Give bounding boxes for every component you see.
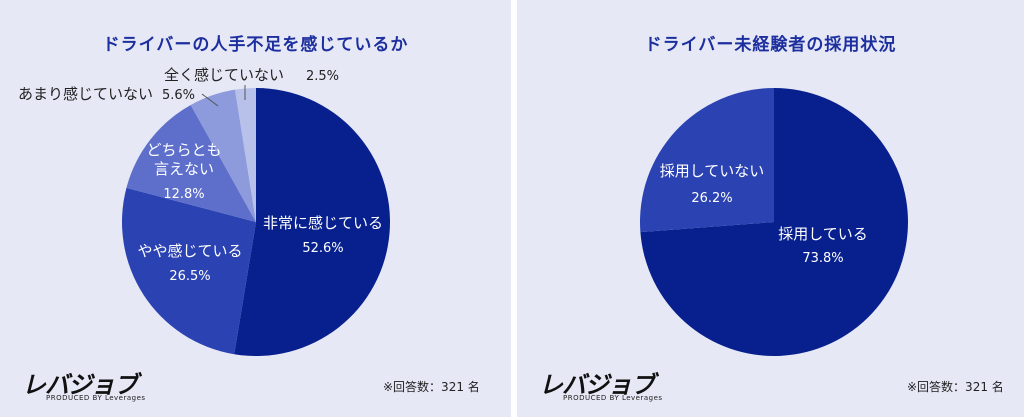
logo-subtext: PRODUCED BY Leverages: [46, 394, 146, 402]
slice-name: 全く感じていない: [164, 66, 284, 84]
pie-slice: [190, 89, 256, 222]
chart-title: ドライバー未経験者の採用状況: [644, 35, 897, 55]
logo-text: レバジョブ: [539, 371, 655, 399]
slice-name: あまり感じていない: [18, 85, 153, 103]
slice-label: あまり感じていない 5.6%: [18, 85, 195, 103]
brand-logo: レバジョブ PRODUCED BY Leverages: [22, 365, 162, 405]
slice-value: 26.2%: [691, 191, 732, 206]
logo-text: レバジョブ: [22, 371, 138, 399]
respondent-note: ※回答数：321 名: [907, 380, 1004, 394]
respondent-note: ※回答数：321 名: [383, 380, 480, 394]
slice-value: 5.6%: [162, 88, 195, 103]
slice-value: 26.5%: [169, 269, 210, 284]
slice-label: 非常に感じている 52.6%: [263, 214, 383, 256]
slice-name: 言えない: [154, 160, 214, 178]
slice-name: 非常に感じている: [263, 214, 383, 232]
slice-label: やや感じている 26.5%: [137, 242, 242, 284]
leader-line: [201, 93, 219, 107]
slice-value: 12.8%: [163, 187, 204, 202]
pie-slice: [640, 88, 908, 356]
brand-logo: レバジョブ PRODUCED BY Leverages: [539, 365, 679, 405]
slice-name: 採用していない: [660, 162, 765, 180]
pie-slice: [234, 88, 390, 356]
pie-chart-right: 採用している 73.8% 採用していない 26.2%: [640, 88, 908, 356]
slice-name: やや感じている: [137, 242, 242, 260]
pie-slice: [126, 104, 256, 222]
slice-label: 採用している 73.8%: [778, 225, 868, 266]
chart-title: ドライバーの人手不足を感じているか: [102, 35, 409, 55]
pie-slice: [235, 88, 256, 222]
pie-slice: [121, 187, 256, 355]
slice-value: 52.6%: [302, 241, 343, 256]
slice-name: どちらとも: [146, 141, 221, 159]
slice-value: 73.8%: [802, 251, 843, 266]
slice-value: 2.5%: [306, 69, 339, 84]
slice-label: 全く感じていない 2.5%: [164, 66, 339, 84]
chart-panel-right: ドライバー未経験者の採用状況 採用している 73.8% 採用していない 26.2% レ…: [517, 0, 1024, 417]
pie-slice: [640, 88, 774, 233]
chart-panel-left: ドライバーの人手不足を感じているか 非常に感じている 52.6% やや感じている 26…: [0, 0, 511, 417]
slice-label: 採用していない 26.2%: [660, 162, 765, 206]
logo-subtext: PRODUCED BY Leverages: [563, 394, 663, 402]
slice-name: 採用している: [778, 225, 868, 243]
